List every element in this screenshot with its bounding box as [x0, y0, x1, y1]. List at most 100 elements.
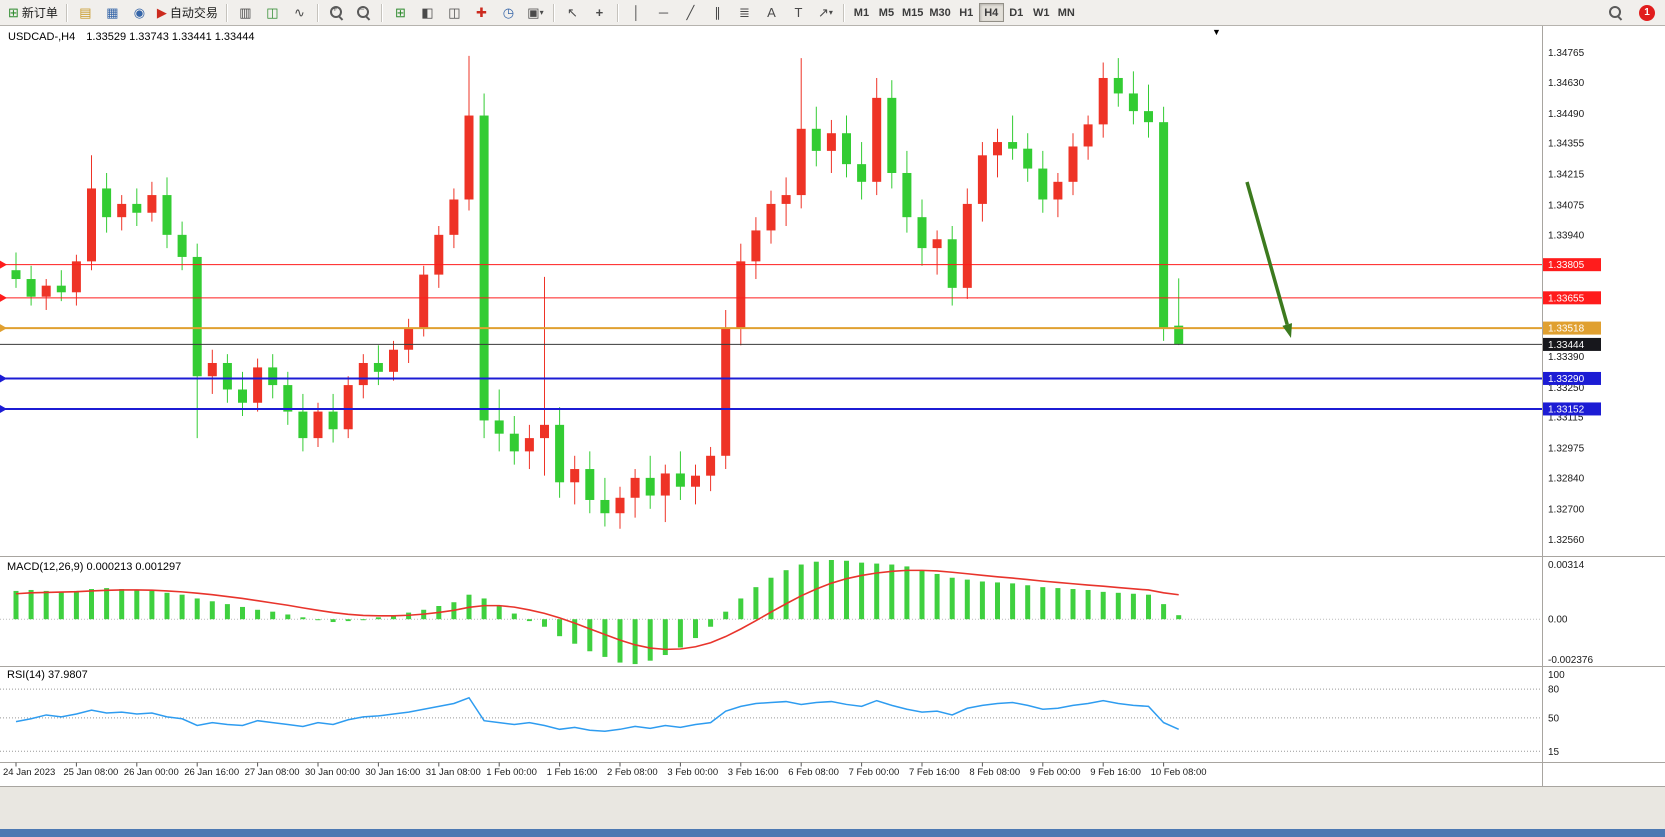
candlestick-icon: ◫ [266, 5, 279, 20]
macd-histogram-bar [391, 615, 396, 620]
macd-indicator-label: MACD(12,26,9) 0.000213 0.001297 [7, 561, 182, 573]
candle-body [373, 362, 383, 372]
candle-body [222, 362, 232, 390]
cascade-windows-button[interactable]: ◧ [414, 2, 441, 24]
label-tool-button[interactable]: T [785, 2, 812, 24]
text-tool-button[interactable]: A [758, 2, 785, 24]
timeframe-h1[interactable]: H1 [954, 3, 979, 22]
charts-folder-button[interactable]: ▤ [72, 2, 99, 24]
chart-shift-marker-icon[interactable]: ▼ [1212, 27, 1221, 37]
macd-histogram-bar [708, 619, 714, 627]
rsi-line [15, 696, 1180, 732]
trend-arrow[interactable] [1245, 181, 1289, 326]
price-tag-label: 1.33805 [1548, 260, 1585, 271]
zoom-out-button[interactable]: − [350, 2, 377, 24]
macd-histogram-bar [496, 606, 502, 620]
new-order-button[interactable]: ⊞ 新订单 [4, 2, 62, 24]
candlestick-mode-button[interactable]: ◫ [259, 2, 286, 24]
candle-body [177, 234, 187, 257]
trend-arrow-head[interactable] [1282, 323, 1293, 338]
timeframe-d1[interactable]: D1 [1004, 3, 1029, 22]
candle-body [419, 274, 429, 328]
timeframe-mn[interactable]: MN [1054, 3, 1079, 22]
template-button[interactable]: ▣ ▾ [522, 2, 549, 24]
macd-histogram-bar [134, 589, 140, 620]
price-tag [1543, 337, 1601, 351]
fibonacci-tool-button[interactable]: ≣ [731, 2, 758, 24]
price-axis-label: 1.34490 [1548, 109, 1585, 120]
time-axis-label: 2 Feb 08:00 [607, 767, 658, 778]
new-chart-button[interactable]: ⊞ [387, 2, 414, 24]
line-handle[interactable] [0, 293, 7, 302]
candle-body [449, 199, 459, 235]
timeframe-m30[interactable]: M30 [926, 3, 953, 22]
timeframe-m1[interactable]: M1 [849, 3, 874, 22]
candle-body [1174, 325, 1184, 345]
time-axis-label: 25 Jan 08:00 [63, 767, 118, 778]
period-button[interactable]: ◷ [495, 2, 522, 24]
line-handle[interactable] [0, 260, 7, 269]
vertical-line-tool-button[interactable]: │ [623, 2, 650, 24]
time-axis-label: 6 Feb 08:00 [788, 767, 839, 778]
timeframe-h4[interactable]: H4 [978, 3, 1004, 22]
zoom-in-icon: + [329, 5, 344, 21]
candle-body [842, 133, 851, 165]
price-axis-label: 1.34630 [1548, 78, 1585, 89]
macd-histogram-bar [693, 619, 698, 639]
crosshair-tool-button[interactable]: + [586, 2, 613, 24]
candle-body [268, 367, 278, 386]
community-button[interactable]: ◉ [126, 2, 153, 24]
price-tag [1543, 371, 1601, 385]
macd-histogram-bar [164, 592, 170, 620]
search-button[interactable] [1602, 2, 1629, 24]
dropdown-caret-icon: ▾ [539, 7, 544, 17]
toolbar-separator [65, 3, 68, 22]
trendline-tool-button[interactable]: ╱ [677, 2, 704, 24]
zoom-in-button[interactable]: + [323, 2, 350, 24]
candle-body [494, 420, 504, 434]
timeframe-w1[interactable]: W1 [1029, 3, 1054, 22]
channel-tool-button[interactable]: ∥ [704, 2, 731, 24]
label-tool-icon: T [794, 5, 803, 20]
cursor-tool-button[interactable]: ↖ [559, 2, 586, 24]
timeframe-m15[interactable]: M15 [899, 3, 926, 22]
macd-histogram-bar [1130, 593, 1136, 620]
line-chart-mode-button[interactable]: ∿ [286, 2, 313, 24]
bar-chart-mode-button[interactable]: ▥ [232, 2, 259, 24]
autotrading-button[interactable]: ▶ 自动交易 [153, 2, 222, 24]
vertical-line-icon: │ [632, 5, 641, 20]
candle-body [1144, 111, 1153, 123]
horizontal-line-tool-button[interactable]: ─ [650, 2, 677, 24]
new-chart-icon: ⊞ [394, 5, 406, 20]
time-axis-label: 1 Feb 00:00 [486, 767, 537, 778]
time-axis-label: 27 Jan 08:00 [245, 767, 300, 778]
timeframe-m5[interactable]: M5 [874, 3, 899, 22]
notification-badge[interactable]: 1 [1639, 4, 1655, 21]
toolbar-separator [225, 3, 228, 22]
tile-windows-button[interactable]: ◫ [441, 2, 468, 24]
candle-body [540, 424, 549, 439]
candle-body [132, 203, 142, 213]
macd-axis-label: 0.00 [1548, 615, 1568, 626]
candle-body [283, 385, 293, 412]
line-handle[interactable] [0, 404, 7, 413]
candle-body [479, 115, 489, 421]
price-tag-label: 1.33152 [1548, 404, 1585, 415]
candle-body [977, 155, 987, 204]
candle-body [328, 411, 338, 430]
candle-body [56, 285, 66, 293]
line-handle[interactable] [0, 374, 7, 383]
clock-icon: ◷ [502, 5, 515, 20]
line-handle[interactable] [0, 324, 7, 333]
candle-body [857, 164, 867, 182]
price-tag [1543, 321, 1601, 335]
macd-histogram-bar [13, 590, 19, 620]
market-watch-button[interactable]: ▦ [99, 2, 126, 24]
macd-histogram-bar [58, 591, 64, 620]
add-indicator-button[interactable]: ✚ [468, 2, 495, 24]
macd-histogram-bar [828, 560, 834, 620]
shapes-tool-button[interactable]: ↗ ▾ [812, 2, 839, 24]
candle-body [1008, 142, 1018, 149]
text-tool-icon: A [767, 5, 776, 20]
